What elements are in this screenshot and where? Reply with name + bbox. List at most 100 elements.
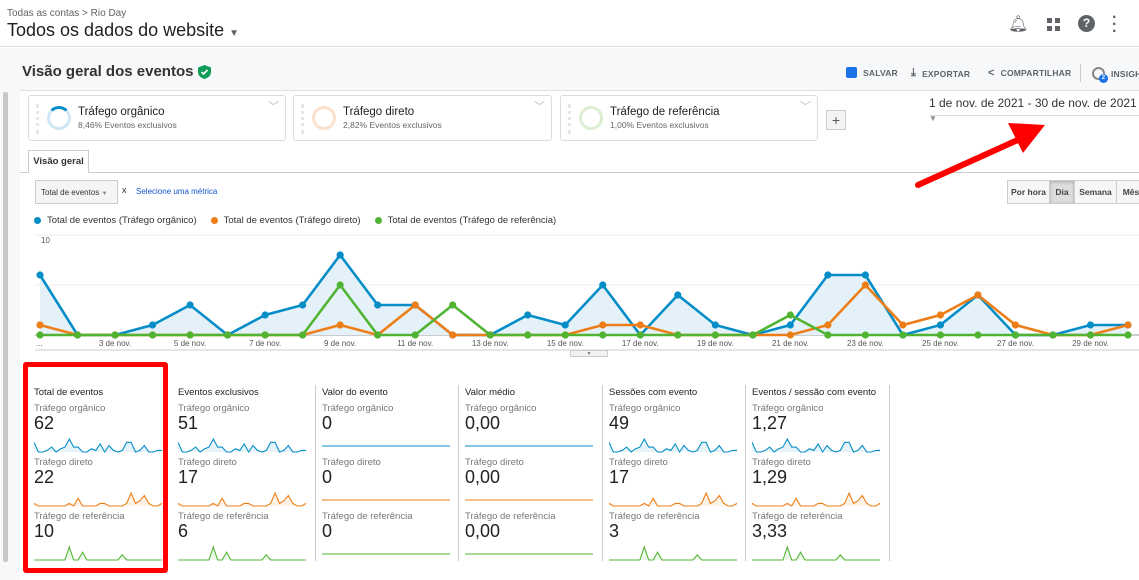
view-selector[interactable]: Todos os dados do website ▼ (7, 20, 239, 41)
data-point (1124, 331, 1132, 339)
period-week-button[interactable]: Semana (1074, 180, 1117, 204)
page-title-text: Visão geral dos eventos (22, 63, 194, 80)
sparkline-area (465, 500, 593, 506)
scorecard-value[interactable]: 62 (34, 413, 55, 433)
sparkline-area (609, 439, 737, 452)
help-icon[interactable]: ? (1078, 15, 1095, 32)
x-tick-label: ... (36, 339, 43, 348)
scorecard-value[interactable]: 0 (322, 413, 333, 433)
sparkline (34, 437, 162, 454)
apps-grid-icon[interactable] (1047, 18, 1060, 31)
segment-stat: 1,00% Eventos exclusivos (610, 120, 709, 130)
remove-metric-button[interactable]: x (122, 185, 127, 195)
scorecard-value[interactable]: 1,29 (752, 467, 788, 487)
sparkline-line (752, 437, 880, 454)
scorecard-value[interactable]: 22 (34, 467, 55, 487)
data-point (374, 331, 382, 339)
add-segment-button[interactable]: + (826, 110, 846, 130)
sparkline (609, 491, 737, 507)
x-tick-label: 15 de nov. (547, 339, 584, 348)
scorecard-row-label: Tráfego orgânico (465, 403, 537, 414)
sparkline-area (609, 493, 737, 506)
data-point (1086, 321, 1095, 329)
scorecard-value[interactable]: 49 (609, 413, 630, 433)
scorecard-value[interactable]: 3 (609, 521, 620, 541)
data-point (899, 331, 907, 339)
segment-card-direct[interactable]: Tráfego direto 2,82% Eventos exclusivos … (293, 95, 552, 141)
scorecard-title: Eventos / sessão com evento (752, 387, 877, 398)
sparkline-line (609, 545, 737, 561)
share-button[interactable]: < COMPARTILHAR (988, 67, 1071, 79)
data-point (974, 331, 982, 339)
data-point (336, 321, 344, 329)
export-button[interactable]: ⤓ EXPORTAR (911, 67, 970, 80)
date-range-picker[interactable]: 1 de nov. de 2021 - 30 de nov. de 2021 ▼ (929, 96, 1139, 123)
segment-card-referral[interactable]: Tráfego de referência 1,00% Eventos excl… (560, 95, 818, 141)
data-point (486, 331, 494, 339)
breadcrumb[interactable]: Todas as contas > Rio Day (7, 8, 126, 19)
scorecard-value[interactable]: 17 (178, 467, 199, 487)
data-point (411, 301, 419, 309)
save-button[interactable]: SALVAR (846, 67, 898, 78)
x-tick-label: 11 de nov. (397, 339, 433, 348)
legend-label: Total de eventos (Tráfego direto) (223, 215, 361, 226)
scorecard-value[interactable]: 6 (178, 521, 189, 541)
sparkline-area (322, 500, 450, 506)
insights-button[interactable]: 2INSIGHTS (1092, 67, 1139, 83)
data-point (411, 331, 419, 339)
segment-stat: 8,46% Eventos exclusivos (78, 120, 177, 130)
scorecard-value[interactable]: 0 (322, 521, 333, 541)
data-point (524, 311, 532, 319)
scrollbar[interactable] (3, 92, 8, 562)
sparkline (752, 545, 880, 561)
scorecard-value[interactable]: 3,33 (752, 521, 788, 541)
bell-icon[interactable]: 🔔︎ (1008, 16, 1029, 33)
period-hour-button[interactable]: Por hora (1007, 180, 1050, 204)
data-point (524, 331, 532, 339)
data-point (824, 331, 832, 339)
chevron-down-icon[interactable]: ﹀ (534, 101, 545, 113)
data-point (299, 301, 307, 309)
chevron-down-icon[interactable]: ﹀ (800, 101, 811, 113)
scorecard-value[interactable]: 0,00 (465, 413, 501, 433)
breadcrumb-account[interactable]: Rio Day (90, 8, 127, 19)
legend-item-direct[interactable]: Total de eventos (Tráfego direto) (210, 215, 361, 226)
scorecard-value[interactable]: 0,00 (465, 467, 501, 487)
insights-icon: 2 (1092, 67, 1108, 83)
segment-name: Tráfego orgânico (78, 106, 165, 118)
legend-item-organic[interactable]: Total de eventos (Tráfego orgânico) (34, 215, 197, 226)
chart-resize-handle[interactable]: ▼ (570, 350, 608, 357)
sparkline-area (465, 446, 593, 452)
scorecard-row-label: Tráfego direto (465, 457, 524, 468)
scorecard-column: Sessões com evento Tráfego orgânico 49 Tráf… (602, 385, 746, 561)
legend-label: Total de eventos (Tráfego de referência) (387, 215, 557, 226)
segment-card-organic[interactable]: Tráfego orgânico 8,46% Eventos exclusivo… (28, 95, 286, 141)
data-point (261, 331, 269, 339)
data-point (711, 321, 719, 329)
data-point (449, 301, 457, 309)
data-point (786, 321, 794, 329)
select-metric-link[interactable]: Selecione uma métrica (136, 187, 218, 196)
chevron-down-icon[interactable]: ﹀ (268, 101, 279, 113)
tab-overview[interactable]: Visão geral (28, 150, 89, 173)
scorecard-value[interactable]: 17 (609, 467, 630, 487)
more-vert-icon[interactable]: · · · (1112, 9, 1118, 40)
page-title: Visão geral dos eventos (22, 63, 212, 80)
period-month-button[interactable]: Mês (1116, 180, 1139, 204)
legend-item-referral[interactable]: Total de eventos (Tráfego de referência) (374, 215, 557, 226)
breadcrumb-root[interactable]: Todas as contas (7, 8, 80, 19)
scorecard-value[interactable]: 0,00 (465, 521, 501, 541)
scorecard-value[interactable]: 0 (322, 467, 333, 487)
highlight-box (23, 362, 168, 573)
sparkline-line (178, 491, 306, 507)
period-day-button[interactable]: Dia (1049, 180, 1075, 204)
data-point (374, 301, 382, 309)
scorecard-value[interactable]: 1,27 (752, 413, 788, 433)
y-tick-label: 10 (41, 236, 50, 245)
insights-badge: 2 (1099, 74, 1108, 83)
data-point (674, 331, 682, 339)
data-point (711, 331, 719, 339)
scorecard-value[interactable]: 51 (178, 413, 199, 433)
metric-select[interactable]: Total de eventos ▼ (35, 180, 118, 204)
scorecard-value[interactable]: 10 (34, 521, 55, 541)
